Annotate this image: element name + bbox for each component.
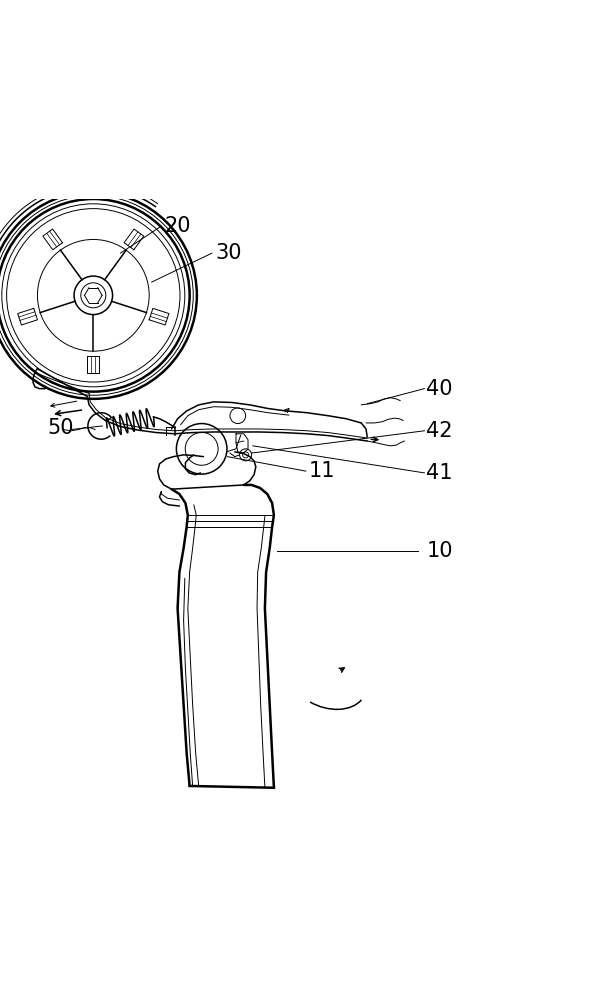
Text: 40: 40 <box>426 379 453 399</box>
Text: 10: 10 <box>426 541 453 561</box>
Text: 42: 42 <box>426 421 453 441</box>
Text: 50: 50 <box>47 418 73 438</box>
Text: 30: 30 <box>216 243 242 263</box>
Text: 20: 20 <box>164 216 191 236</box>
Text: 11: 11 <box>309 461 335 481</box>
Text: 41: 41 <box>426 463 453 483</box>
